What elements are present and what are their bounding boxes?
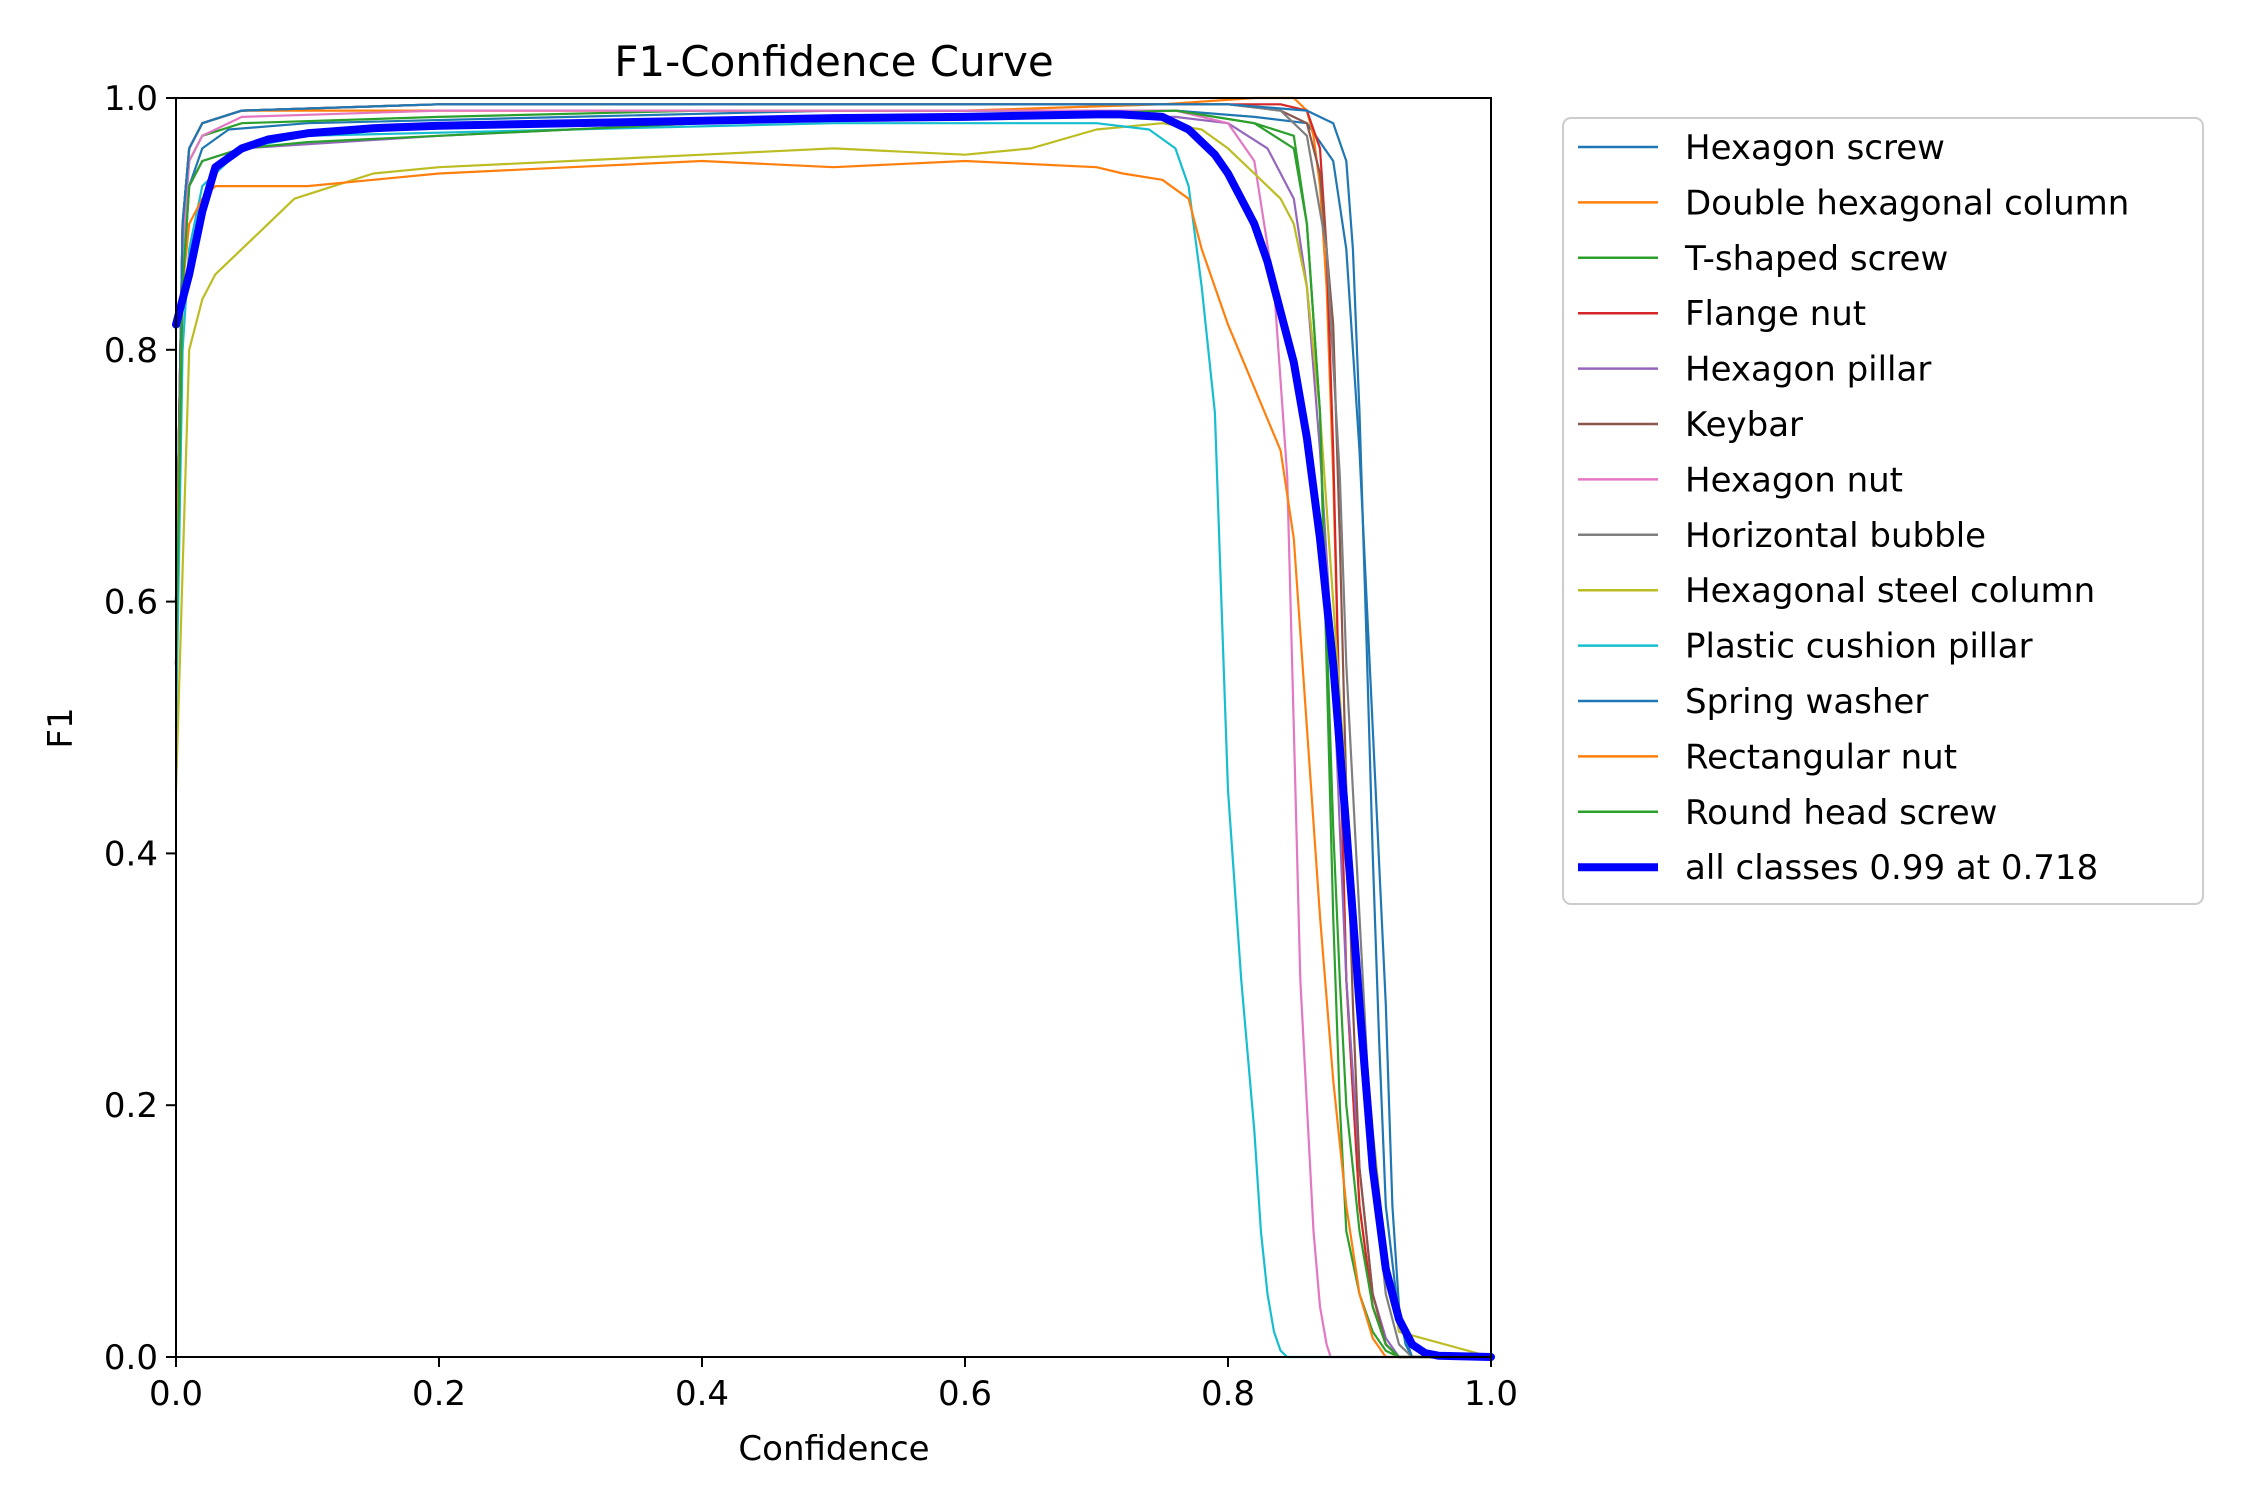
y-tick-label: 0.6	[104, 583, 158, 623]
axis-ticks: 0.0 0.2 0.4 0.6 0.8 1.0 0.0 0.2 0.4 0.6 0.8 1.0	[104, 79, 1518, 1414]
legend-label-2: Double hexagonal column	[1685, 183, 2129, 223]
legend-label-13: Round head screw	[1685, 793, 1997, 833]
x-tick-label: 0.0	[149, 1374, 203, 1414]
series-line-1	[174, 109, 1493, 1359]
series-line-13	[174, 109, 1493, 1359]
legend-label-10: Plastic cushion pillar	[1685, 627, 2033, 667]
y-tick-label: 0.0	[104, 1338, 158, 1378]
legend-label-3: T-shaped screw	[1684, 239, 1948, 279]
y-tick-label: 1.0	[104, 79, 158, 119]
x-axis-label: Confidence	[738, 1429, 929, 1469]
y-axis-label: F1	[41, 707, 81, 748]
x-tick-label: 0.8	[1201, 1374, 1255, 1414]
legend-label-7: Hexagon nut	[1685, 460, 1903, 500]
legend-label-5: Hexagon pillar	[1685, 350, 1931, 390]
legend-label-12: Rectangular nut	[1685, 737, 1957, 777]
plot-area	[172, 96, 1495, 1361]
x-tick-label: 0.2	[412, 1374, 466, 1414]
x-tick-label: 1.0	[1464, 1374, 1518, 1414]
axes-frame	[175, 97, 1492, 1358]
legend: Hexagon screw Double hexagonal column T-sh…	[1562, 117, 2204, 905]
x-tick-label: 0.6	[938, 1374, 992, 1414]
legend-label-1: Hexagon screw	[1685, 128, 1945, 168]
legend-entries: Hexagon screw Double hexagonal column T-sh…	[1578, 128, 2129, 888]
series-line-7	[174, 109, 1493, 1359]
x-tick-label: 0.4	[675, 1374, 729, 1414]
legend-label-11: Spring washer	[1685, 682, 1928, 722]
y-tick-label: 0.4	[104, 834, 158, 874]
legend-label-9: Hexagonal steel column	[1685, 571, 2095, 611]
y-tick-label: 0.2	[104, 1086, 158, 1126]
y-tick-label: 0.8	[104, 331, 158, 371]
chart-title: F1-Confidence Curve	[614, 37, 1053, 86]
legend-label-6: Keybar	[1685, 405, 1803, 445]
legend-label-14: all classes 0.99 at 0.718	[1685, 848, 2098, 888]
legend-label-8: Horizontal bubble	[1685, 516, 1986, 556]
series-line-12	[174, 159, 1493, 1359]
series-line-11	[174, 103, 1493, 1359]
series-line-14	[172, 110, 1495, 1361]
legend-frame	[1562, 117, 2204, 905]
legend-label-4: Flange nut	[1685, 294, 1866, 334]
